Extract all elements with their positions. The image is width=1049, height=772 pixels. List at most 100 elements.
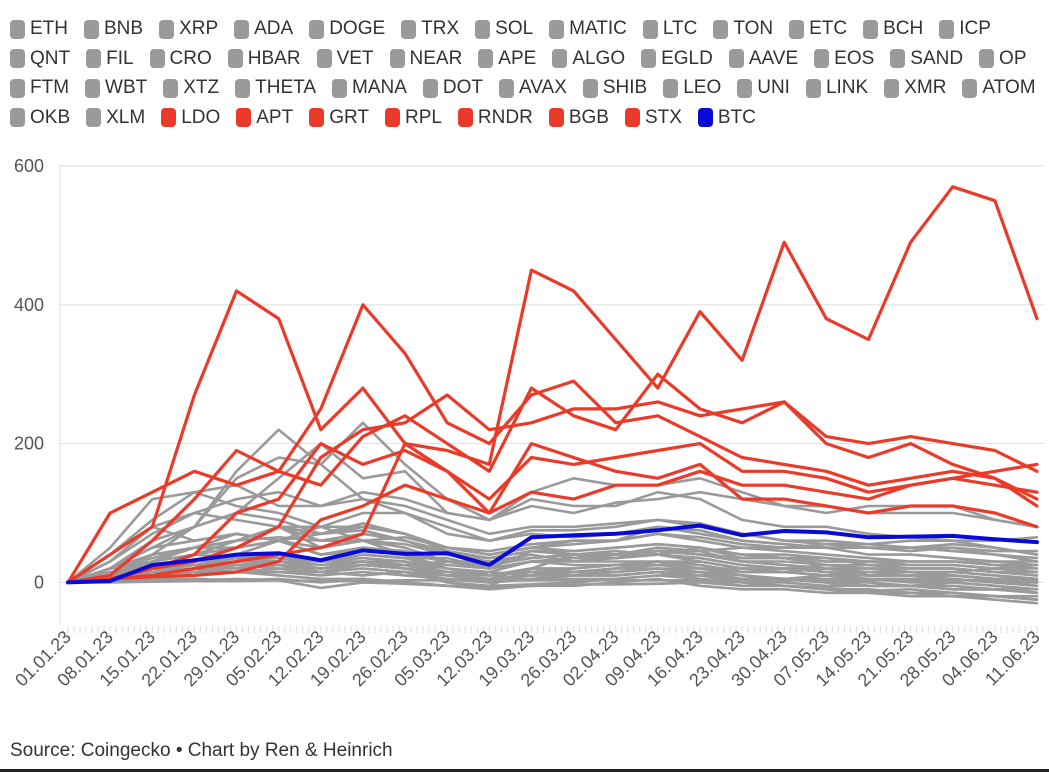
legend-swatch [582, 78, 598, 98]
legend-item-link[interactable]: LINK [805, 73, 869, 103]
legend-item-etc[interactable]: ETC [789, 14, 847, 44]
legend-label: TON [733, 18, 774, 39]
legend-label: GRT [329, 106, 369, 128]
legend-label: SHIB [602, 77, 648, 98]
legend-swatch [86, 49, 102, 68]
legend-item-ape[interactable]: APE [478, 44, 536, 74]
series-line-sand [66, 490, 1039, 584]
legend-item-bch[interactable]: BCH [863, 14, 923, 44]
legend-item-aave[interactable]: AAVE [728, 44, 799, 74]
legend-label: ICP [959, 18, 991, 39]
legend-item-near[interactable]: NEAR [389, 44, 463, 74]
legend-label: FTM [30, 77, 70, 98]
legend-item-okb[interactable]: OKB [10, 103, 70, 133]
legend-item-xmr[interactable]: XMR [884, 73, 946, 103]
series-line-aave [66, 525, 1039, 584]
legend-item-shib[interactable]: SHIB [582, 73, 648, 103]
legend-label: DOT [442, 77, 483, 98]
series-line-ldo [66, 303, 1039, 584]
legend-swatch [235, 78, 251, 98]
legend-label: HBAR [247, 47, 301, 69]
legend-swatch [10, 49, 25, 68]
legend-item-avax[interactable]: AVAX [499, 73, 567, 103]
legend-item-sand[interactable]: SAND [890, 44, 963, 74]
legend-label: WBT [105, 77, 148, 98]
legend-swatch [549, 19, 565, 39]
legend-swatch [697, 108, 713, 127]
legend-item-egld[interactable]: EGLD [641, 44, 713, 74]
legend-swatch [624, 108, 640, 127]
legend-item-qnt[interactable]: QNT [10, 44, 70, 74]
legend-item-icp[interactable]: ICP [939, 14, 991, 44]
legend-label: XMR [904, 77, 947, 98]
legend-item-vet[interactable]: VET [316, 44, 374, 74]
legend-item-op[interactable]: OP [979, 44, 1027, 74]
legend-swatch [84, 19, 99, 39]
legend-item-sol[interactable]: SOL [475, 14, 533, 44]
legend-item-bnb[interactable]: BNB [84, 14, 143, 44]
legend-item-apt[interactable]: APT [236, 103, 293, 133]
legend-swatch [332, 78, 347, 98]
legend-label: BTC [717, 106, 756, 128]
legend-item-trx[interactable]: TRX [401, 14, 459, 44]
legend-swatch [10, 19, 25, 39]
legend-item-cro[interactable]: CRO [149, 44, 212, 74]
legend-swatch [884, 78, 900, 98]
legend-item-matic[interactable]: MATIC [549, 14, 627, 44]
legend-item-stx[interactable]: STX [624, 103, 682, 133]
legend-label: RNDR [477, 106, 533, 128]
legend-item-fil[interactable]: FIL [86, 44, 134, 74]
legend-label: XLM [106, 106, 146, 128]
legend-label: LEO [683, 77, 722, 98]
legend-label: QNT [30, 47, 71, 69]
legend-item-eth[interactable]: ETH [10, 14, 68, 44]
legend-label: ADA [254, 18, 294, 39]
legend-item-theta[interactable]: THETA [235, 73, 316, 103]
legend-label: XRP [179, 18, 219, 39]
legend-item-ftm[interactable]: FTM [10, 73, 69, 103]
legend-label: AAVE [748, 47, 799, 69]
legend-item-grt[interactable]: GRT [309, 103, 369, 133]
legend-item-rpl[interactable]: RPL [384, 103, 442, 133]
legend-item-xlm[interactable]: XLM [86, 103, 145, 133]
legend-label: NEAR [409, 47, 463, 69]
legend-label: STX [644, 106, 682, 128]
y-tick-label: 400 [14, 295, 44, 315]
legend-label: SOL [495, 18, 534, 39]
legend-item-algo[interactable]: ALGO [552, 44, 625, 74]
legend-label: XTZ [183, 77, 220, 98]
legend-item-doge[interactable]: DOGE [309, 14, 385, 44]
legend-item-btc[interactable]: BTC [697, 103, 756, 133]
legend-swatch [236, 108, 252, 127]
legend-item-uni[interactable]: UNI [737, 73, 790, 103]
legend-label: LTC [662, 18, 698, 39]
series-line-stx [66, 442, 1039, 584]
bottom-divider [0, 769, 1049, 772]
legend-label: LINK [825, 77, 869, 98]
legend-swatch [552, 49, 568, 68]
series-line-rndr [66, 185, 1039, 584]
legend-item-wbt[interactable]: WBT [85, 73, 147, 103]
legend-item-bgb[interactable]: BGB [548, 103, 609, 133]
legend-item-xtz[interactable]: XTZ [163, 73, 219, 103]
legend-swatch [939, 19, 955, 39]
series-line-ftm [66, 421, 1039, 584]
legend-item-ton[interactable]: TON [713, 14, 773, 44]
legend-item-ada[interactable]: ADA [234, 14, 293, 44]
legend-item-ltc[interactable]: LTC [642, 14, 698, 44]
legend-item-rndr[interactable]: RNDR [457, 103, 533, 133]
legend-item-xrp[interactable]: XRP [159, 14, 218, 44]
legend-item-ldo[interactable]: LDO [161, 103, 220, 133]
legend-label: MANA [352, 77, 407, 98]
legend-swatch [316, 49, 332, 68]
legend-item-eos[interactable]: EOS [814, 44, 874, 74]
legend-item-leo[interactable]: LEO [663, 73, 721, 103]
legend-swatch [149, 49, 165, 68]
legend-item-mana[interactable]: MANA [332, 73, 407, 103]
legend-item-dot[interactable]: DOT [422, 73, 483, 103]
legend-swatch [401, 19, 417, 39]
y-tick-label: 600 [14, 156, 44, 176]
legend-item-atom[interactable]: ATOM [962, 73, 1036, 103]
legend-swatch [85, 78, 101, 98]
legend-item-hbar[interactable]: HBAR [227, 44, 301, 74]
